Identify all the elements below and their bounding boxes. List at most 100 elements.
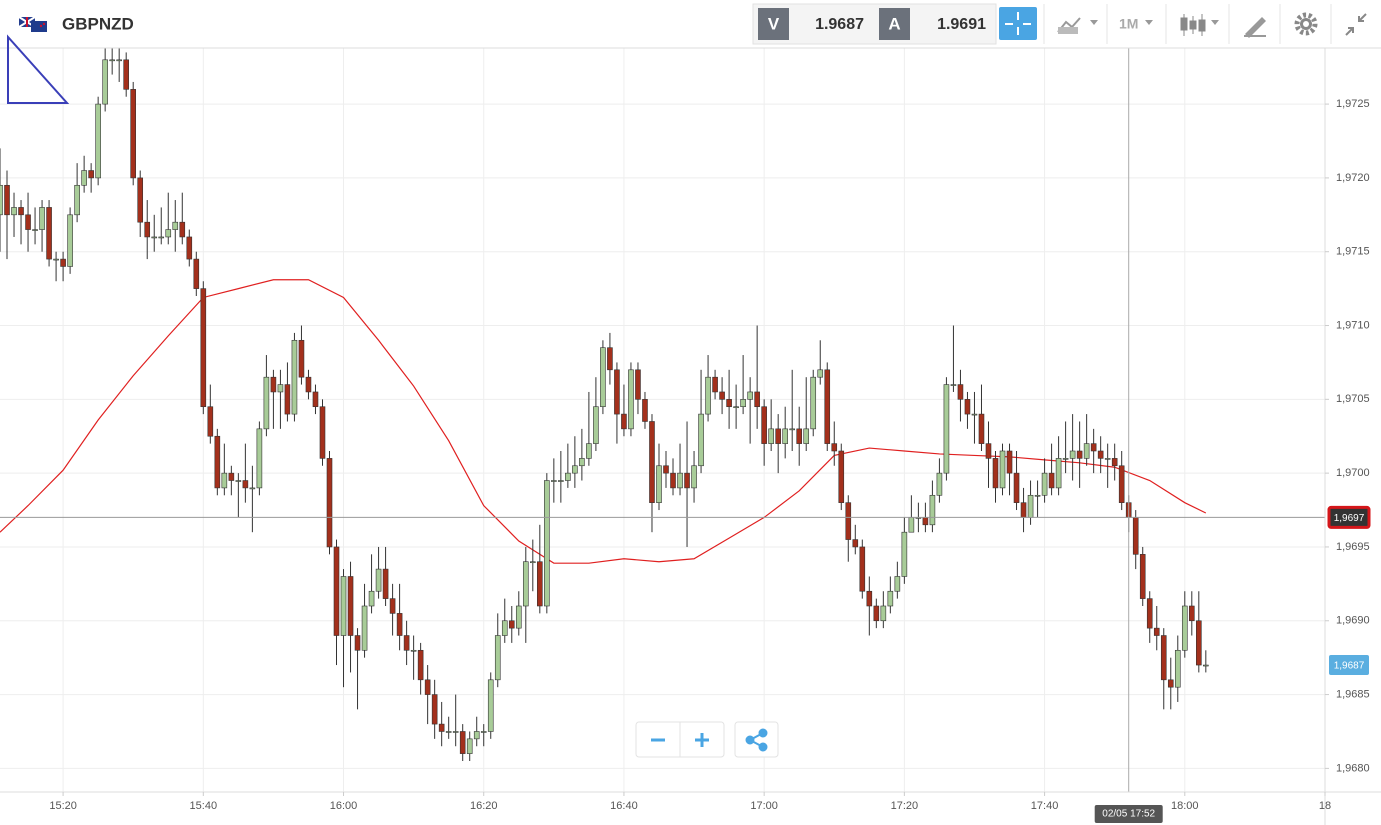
candle-body (894, 576, 901, 592)
collapse-button[interactable] (1345, 13, 1367, 36)
candle-body (565, 472, 571, 481)
candle-body (978, 413, 985, 444)
candle-body (438, 723, 445, 732)
candle-body (698, 413, 704, 467)
candle-body (1203, 664, 1209, 667)
candle-body (368, 590, 375, 607)
candle-body (810, 376, 817, 430)
candle-body (515, 605, 522, 629)
candle-body (887, 590, 894, 607)
candle-body (361, 605, 368, 651)
candle-body (109, 59, 115, 62)
candle-body (263, 376, 270, 430)
y-tick-label: 1,9710 (1336, 319, 1370, 331)
candle-body (102, 59, 108, 105)
share-button[interactable] (745, 728, 768, 752)
candle-body (1188, 605, 1195, 622)
candle-body (382, 568, 389, 599)
candle-body (214, 435, 221, 489)
candle-body (410, 649, 417, 652)
plot-area (0, 48, 1325, 792)
settings-button[interactable] (1294, 12, 1318, 36)
candle-type-button[interactable] (1180, 14, 1219, 36)
bid-button[interactable] (758, 8, 789, 40)
x-tick-label: 17:00 (750, 800, 778, 812)
candle-body (838, 450, 845, 503)
candle-body (11, 207, 17, 216)
chart-type-button[interactable] (1057, 17, 1098, 34)
y-tick-label: 1,9680 (1336, 762, 1370, 774)
candle-body (600, 347, 606, 408)
candle-body (964, 399, 971, 415)
crosshair-button[interactable] (999, 7, 1037, 40)
candle-body (572, 465, 578, 474)
candle-body (1069, 450, 1076, 459)
candle-body (1041, 472, 1048, 496)
candle-body (852, 539, 859, 548)
candle-body (880, 605, 887, 622)
candle-body (270, 376, 277, 393)
candle-body (957, 384, 964, 400)
price-line-label: 1,9697 (1334, 513, 1365, 524)
candle-body (319, 406, 326, 459)
candle-body (936, 472, 943, 496)
bid-label: V (768, 14, 780, 33)
y-tick-label: 1,9725 (1336, 98, 1370, 110)
candle-body (992, 458, 999, 489)
candle-body (375, 568, 382, 592)
zoom-controls (635, 721, 779, 758)
candle-body (347, 576, 354, 636)
toolbar-bg (0, 0, 1381, 48)
candle-body (256, 428, 263, 489)
candle-body (929, 494, 936, 526)
candle-body (88, 170, 94, 179)
candle-body (768, 428, 774, 444)
triangle-drawing[interactable] (7, 34, 70, 104)
timeframe-button[interactable]: 1M (1119, 16, 1138, 32)
candle-body (628, 369, 634, 430)
candle-body (1104, 458, 1111, 460)
candle-body (1160, 635, 1167, 681)
candle-body (873, 605, 880, 622)
candle-body (67, 214, 73, 267)
candle-body (494, 635, 501, 681)
candle-body (249, 487, 256, 490)
candle-body (417, 649, 424, 681)
candle-body (158, 236, 165, 239)
x-tick-label: 16:20 (470, 800, 498, 812)
candle-body (340, 576, 347, 636)
candle-body (719, 391, 725, 400)
candle-body (522, 561, 529, 607)
candle-body (326, 458, 333, 548)
candle-body (487, 679, 494, 732)
candle-body (754, 391, 760, 408)
candle-body (866, 590, 873, 607)
candle-body (305, 376, 312, 393)
candle-body (908, 517, 915, 533)
ask-label: A (888, 14, 900, 33)
ask-button[interactable] (879, 8, 910, 40)
candle-body (845, 502, 852, 540)
candle-body (39, 207, 45, 230)
candle-body (817, 369, 824, 378)
candle-body (1013, 472, 1020, 503)
candle-body (1020, 502, 1027, 518)
zoom-in-button[interactable] (695, 733, 709, 747)
candle-body (46, 207, 52, 260)
candle-body (452, 731, 459, 733)
candle-body (151, 236, 158, 239)
candle-body (403, 635, 410, 651)
candle-body (586, 443, 592, 459)
candle-body (1139, 554, 1146, 599)
candle-body (221, 472, 228, 489)
dropdown-arrow (1145, 20, 1153, 25)
candle-body (53, 258, 59, 261)
x-tick-label: 15:40 (190, 800, 218, 812)
draw-button[interactable] (1244, 17, 1266, 38)
candle-body (445, 731, 452, 733)
y-tick-label: 1,9715 (1336, 246, 1370, 258)
candle-body (354, 635, 361, 651)
toolbar: GBPNZD V 1.9687 A 1.9691 1M (0, 0, 1381, 49)
candle-body (312, 391, 319, 408)
